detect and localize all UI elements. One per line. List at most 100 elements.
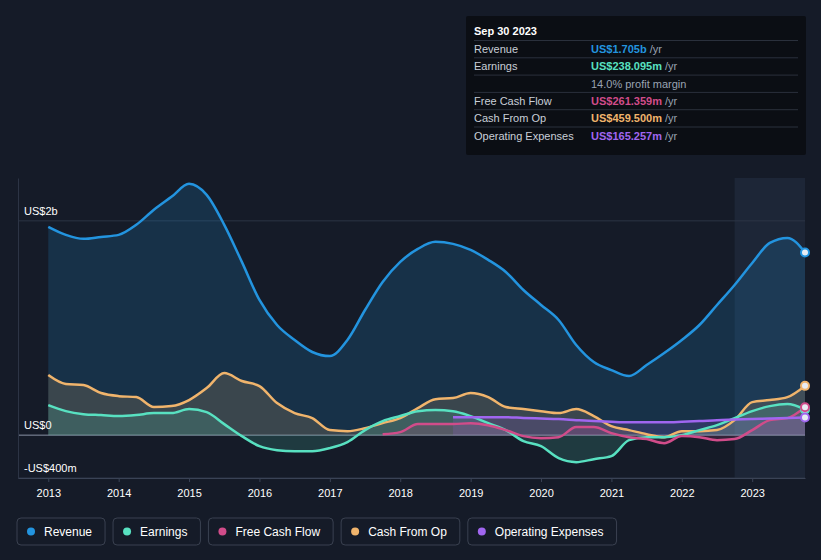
info-box-value: US$1.705b: [591, 43, 647, 55]
x-tick-mark: [400, 478, 401, 482]
x-tick-mark: [471, 478, 472, 482]
info-box-separator: [474, 57, 798, 58]
x-tick-mark: [330, 478, 331, 482]
x-tick: 2021: [600, 478, 624, 499]
info-box-title: Sep 30 2023: [474, 25, 537, 37]
legend-label: Revenue: [44, 525, 92, 539]
x-tick: 2019: [459, 478, 483, 499]
x-tick-label: 2018: [388, 487, 412, 499]
x-tick: 2020: [529, 478, 553, 499]
legend-swatch: [478, 528, 486, 536]
series-line: [48, 184, 805, 376]
info-box-label: Cash From Op: [474, 112, 546, 124]
x-tick-mark: [48, 478, 49, 482]
series-area: [48, 184, 805, 435]
x-tick-label: 2019: [459, 487, 483, 499]
x-tick: 2014: [107, 478, 131, 499]
info-box-separator: [474, 92, 798, 93]
legend-item[interactable]: Free Cash Flow: [208, 518, 333, 545]
info-box-label: Earnings: [474, 60, 518, 72]
background: [0, 0, 821, 560]
info-box-suffix: /yr: [665, 95, 678, 107]
y-axis: -US$400m US$0 US$2b: [18, 179, 77, 479]
x-tick: 2013: [37, 478, 61, 499]
x-tick-mark: [541, 478, 542, 482]
x-tick: 2022: [670, 478, 694, 499]
info-box-separator: [474, 75, 798, 76]
info-box-separator: [474, 109, 798, 110]
info-box-suffix: /yr: [665, 130, 678, 142]
series-area: [48, 404, 805, 462]
x-tick-mark: [119, 478, 120, 482]
x-tick-label: 2020: [529, 487, 553, 499]
legend-box: [468, 518, 617, 545]
series-line: [383, 407, 805, 443]
y-tick: US$2b: [18, 205, 58, 222]
end-marker: [801, 413, 809, 421]
end-marker: [801, 382, 809, 390]
info-box-label: Revenue: [474, 43, 518, 55]
x-tick-label: 2017: [318, 487, 342, 499]
grid-line: [18, 220, 805, 221]
legend-label: Earnings: [140, 525, 187, 539]
y-tick-label: -US$400m: [24, 462, 77, 474]
end-marker: [801, 403, 809, 411]
info-box-value: US$165.257m: [591, 130, 662, 142]
legend-item[interactable]: Revenue: [17, 518, 105, 545]
x-tick-label: 2022: [670, 487, 694, 499]
plot-area: [48, 184, 805, 462]
y-tick: -US$400m: [18, 462, 77, 479]
info-box-separator: [474, 127, 798, 128]
series-line: [453, 417, 805, 422]
info-box-suffix: /yr: [665, 60, 678, 72]
legend-item[interactable]: Operating Expenses: [468, 518, 617, 545]
x-tick-label: 2014: [107, 487, 131, 499]
legend-box: [208, 518, 333, 545]
legend-swatch: [218, 528, 226, 536]
x-tick: 2017: [318, 478, 342, 499]
legend: Revenue Earnings Free Cash Flow Cash From O…: [17, 518, 617, 545]
series-line: [48, 373, 805, 437]
info-box-separator: [474, 40, 798, 41]
chart-svg: -US$400mUS$0US$2b20132014201520162017201…: [0, 0, 821, 560]
legend-label: Operating Expenses: [495, 525, 604, 539]
legend-swatch: [351, 528, 359, 536]
info-box-bg: [466, 16, 806, 155]
info-box-value: US$459.500m: [591, 112, 662, 124]
y-tick: US$0: [18, 419, 52, 436]
series-area: [453, 417, 805, 435]
chart-container: -US$400mUS$0US$2b20132014201520162017201…: [0, 0, 821, 560]
y-axis-line: [18, 179, 19, 479]
info-box: Sep 30 2023 Revenue US$1.705b/yr Earnings US…: [466, 16, 806, 155]
info-box-label: Free Cash Flow: [474, 95, 552, 107]
x-tick: 2015: [177, 478, 201, 499]
info-box-label: Operating Expenses: [474, 130, 574, 142]
x-axis: 2013 2014 2015 2016 2017 2018 2019 2020 2021 2022…: [19, 478, 806, 499]
x-tick-mark: [682, 478, 683, 482]
x-tick: 2016: [248, 478, 272, 499]
legend-item[interactable]: Cash From Op: [341, 518, 460, 545]
legend-swatch: [123, 528, 131, 536]
info-box-value: US$261.359m: [591, 95, 662, 107]
x-tick-label: 2016: [248, 487, 272, 499]
legend-swatch: [27, 528, 35, 536]
x-tick-mark: [259, 478, 260, 482]
x-tick: 2018: [388, 478, 412, 499]
info-box-note: 14.0% profit margin: [591, 78, 686, 90]
y-tick-label: US$0: [24, 419, 52, 431]
end-marker: [801, 248, 809, 256]
legend-box: [113, 518, 200, 545]
legend-box: [341, 518, 460, 545]
x-tick-mark: [752, 478, 753, 482]
x-tick: 2023: [740, 478, 764, 499]
legend-label: Cash From Op: [368, 525, 447, 539]
legend-box: [17, 518, 105, 545]
info-box-value: US$238.095m: [591, 60, 662, 72]
x-tick-label: 2021: [600, 487, 624, 499]
y-tick-label: US$2b: [24, 205, 58, 217]
x-tick-label: 2023: [740, 487, 764, 499]
series-line: [48, 404, 805, 462]
info-box-suffix: /yr: [665, 112, 678, 124]
info-box-suffix: /yr: [650, 43, 663, 55]
legend-item[interactable]: Earnings: [113, 518, 200, 545]
